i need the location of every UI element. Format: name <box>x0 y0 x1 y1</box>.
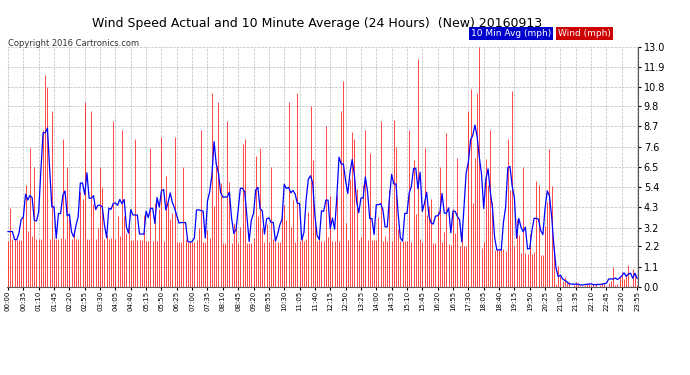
Text: 10 Min Avg (mph): 10 Min Avg (mph) <box>471 29 551 38</box>
Text: Copyright 2016 Cartronics.com: Copyright 2016 Cartronics.com <box>8 39 139 48</box>
Text: Wind Speed Actual and 10 Minute Average (24 Hours)  (New) 20160913: Wind Speed Actual and 10 Minute Average … <box>92 17 542 30</box>
Text: Wind (mph): Wind (mph) <box>558 29 611 38</box>
